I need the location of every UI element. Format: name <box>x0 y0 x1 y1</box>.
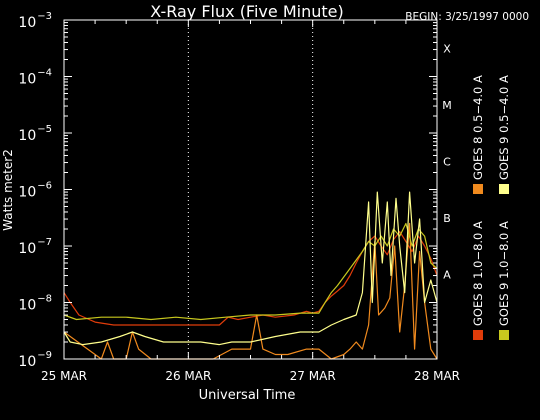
y-tick-label: 10−5 <box>18 124 52 144</box>
legend-swatch <box>473 330 483 340</box>
flare-class-label: C <box>443 155 451 168</box>
legend-swatch <box>473 184 483 194</box>
flare-class-label: B <box>443 212 451 225</box>
axis-ticks: 25 MAR 26 MAR 27 MAR 28 MAR 10−3 10−4 10−5 10−6… <box>18 11 460 383</box>
legend-swatch <box>499 330 509 340</box>
chart-title: X-Ray Flux (Five Minute) <box>150 2 343 21</box>
series-line <box>63 222 438 360</box>
series-line <box>63 191 438 346</box>
legend-label: GOES 9 1.0−8.0 A <box>497 221 511 326</box>
gridlines <box>187 20 314 359</box>
x-tick-label: 25 MAR <box>41 369 87 383</box>
y-axis-label: Watts meter2 <box>1 149 15 231</box>
x-tick-label: 27 MAR <box>290 369 336 383</box>
y-tick-label: 10−8 <box>18 294 52 314</box>
series-lines <box>63 191 438 360</box>
legend: GOES 8 1.0−8.0 A GOES 8 0.5−4.0 A GOES 9 1… <box>471 75 511 340</box>
x-tick-label: 28 MAR <box>414 369 460 383</box>
flare-class-label: X <box>443 42 451 55</box>
begin-date-label: BEGIN: 3/25/1997 0000 <box>405 11 529 23</box>
y-tick-label: 10−6 <box>18 181 52 201</box>
y-tick-label: 10−3 <box>18 11 52 31</box>
legend-label: GOES 8 0.5−4.0 A <box>471 75 485 180</box>
x-tick-label: 26 MAR <box>165 369 211 383</box>
legend-swatch <box>499 184 509 194</box>
legend-label: GOES 8 1.0−8.0 A <box>471 221 485 326</box>
x-axis-label: Universal Time <box>199 388 296 403</box>
y-tick-label: 10−9 <box>18 350 52 370</box>
y-tick-label: 10−4 <box>18 68 52 88</box>
legend-label: GOES 9 0.5−4.0 A <box>497 75 511 180</box>
flare-class-label: M <box>442 99 452 112</box>
plot-frame <box>63 19 438 360</box>
y-tick-label: 10−7 <box>18 237 52 257</box>
flare-class-label: A <box>443 268 451 281</box>
